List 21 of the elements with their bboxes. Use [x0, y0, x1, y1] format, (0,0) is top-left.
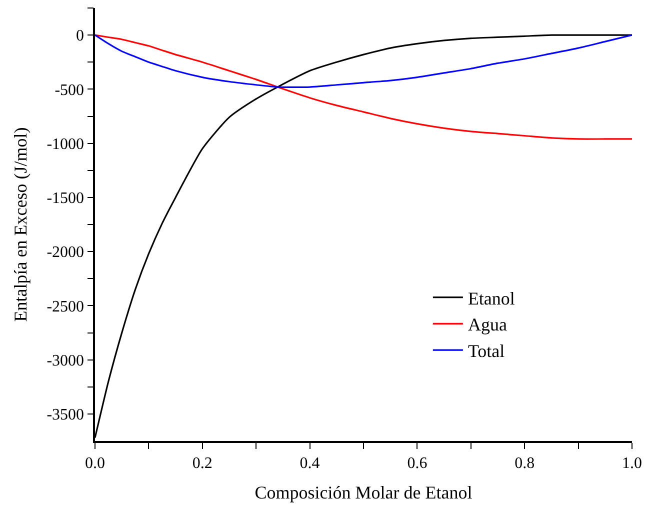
y-tick-label: -1000: [46, 136, 84, 153]
y-tick-label: -3500: [46, 406, 84, 424]
y-tick-label: -2000: [46, 244, 84, 262]
line-series: [95, 34, 632, 88]
y-tick-label: -3000: [46, 352, 84, 370]
y-tick-label: -2500: [46, 298, 84, 316]
legend-label: Etanol: [468, 288, 515, 308]
y-tick-label: -500: [54, 82, 84, 99]
legend-label: Agua: [468, 314, 507, 335]
y-tick-label: 0: [76, 28, 84, 45]
y-tick-label: -1500: [46, 190, 84, 208]
y-axis-title: Entalpía en Exceso (J/mol): [10, 127, 30, 322]
line-series: [95, 34, 632, 140]
x-tick-label: 0.8: [514, 454, 535, 472]
x-tick-label: 0.4: [300, 454, 320, 472]
x-axis-title: Composición Molar de Etanol: [254, 482, 472, 503]
x-tick-label: 0.2: [192, 454, 212, 472]
x-tick-label: 0.0: [85, 454, 105, 472]
x-tick-label: 1.0: [622, 454, 642, 472]
legend-label: Total: [468, 341, 505, 362]
x-tick-label: 0.6: [407, 454, 428, 472]
